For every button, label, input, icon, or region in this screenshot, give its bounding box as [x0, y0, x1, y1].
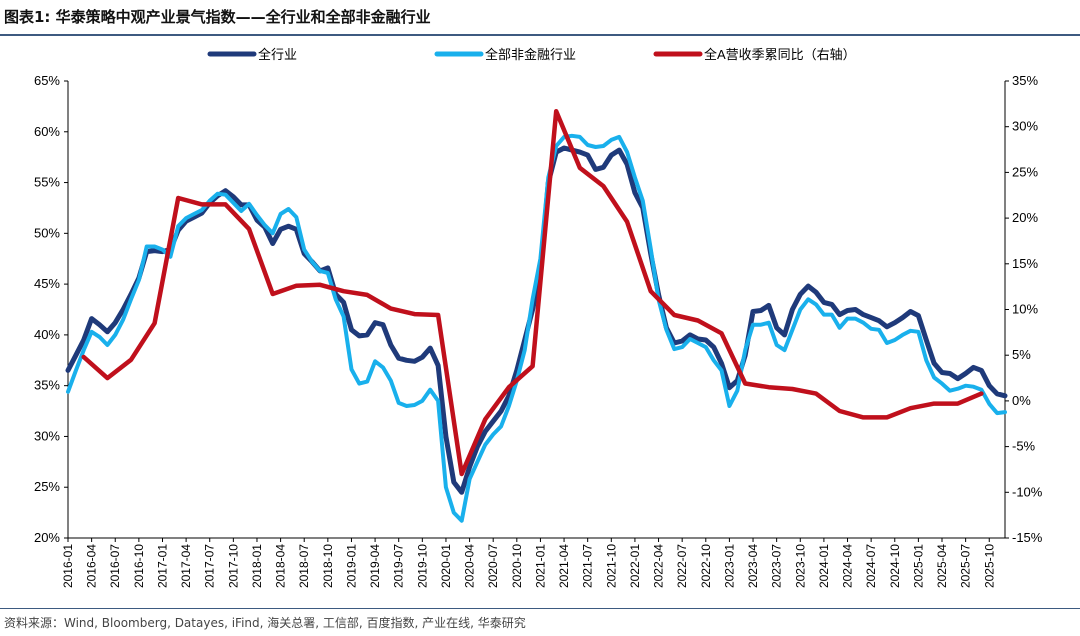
x-tick-label: 2025-04 [935, 544, 949, 588]
right-tick-label: 20% [1012, 210, 1038, 225]
left-tick-label: 30% [34, 428, 60, 443]
right-tick-label: 35% [1012, 73, 1038, 88]
legend-label-2: 全部非金融行业 [485, 47, 576, 62]
x-tick-label: 2022-04 [652, 544, 666, 588]
x-tick-label: 2016-04 [85, 544, 99, 588]
series-line-1 [65, 145, 1008, 495]
series-line-2 [66, 133, 1007, 523]
x-tick-label: 2024-07 [864, 544, 878, 588]
right-tick-label: 5% [1012, 347, 1031, 362]
right-tick-label: 30% [1012, 119, 1038, 134]
left-tick-label: 35% [34, 378, 60, 393]
x-tick-label: 2017-10 [226, 544, 240, 588]
line-chart: 20% 25% 30% 35% 40% 45% 50% 55% 60% 65% -15% -10% -5… [34, 47, 1043, 588]
x-tick-label: 2021-07 [581, 544, 595, 588]
right-tick-label: 25% [1012, 164, 1038, 179]
x-tick-label: 2019-10 [415, 544, 429, 588]
x-tick-label: 2016-07 [108, 544, 122, 588]
x-tick-label: 2020-04 [463, 544, 477, 588]
right-tick-label: 0% [1012, 393, 1031, 408]
x-tick-label: 2023-07 [770, 544, 784, 588]
source-note: 资料来源：Wind, Bloomberg, Datayes, iFind, 海关… [4, 616, 526, 630]
x-tick-label: 2025-07 [959, 544, 973, 588]
left-tick-label: 20% [34, 530, 60, 545]
page-title: 图表1: 华泰策略中观产业景气指数——全行业和全部非金融行业 [4, 8, 431, 26]
right-tick-label: -5% [1012, 439, 1036, 454]
x-tick-label: 2020-10 [510, 544, 524, 588]
x-tick-label: 2024-04 [841, 544, 855, 588]
x-tick-label: 2023-10 [793, 544, 807, 588]
x-tick-label: 2023-01 [722, 544, 736, 588]
x-tick-label: 2024-10 [888, 544, 902, 588]
left-tick-label: 50% [34, 225, 60, 240]
x-tick-label: 2020-07 [486, 544, 500, 588]
left-tick-label: 45% [34, 276, 60, 291]
x-tick-label: 2022-10 [699, 544, 713, 588]
x-tick-label: 2024-01 [817, 544, 831, 588]
series-line-3 [81, 108, 984, 477]
x-tick-label: 2025-01 [911, 544, 925, 588]
x-tick-label: 2019-01 [344, 544, 358, 588]
x-tick-label: 2021-04 [557, 544, 571, 588]
left-tick-label: 60% [34, 124, 60, 139]
x-tick-label: 2020-01 [439, 544, 453, 588]
x-tick-label: 2022-07 [675, 544, 689, 588]
x-tick-label: 2016-10 [132, 544, 146, 588]
right-tick-label: -10% [1012, 484, 1043, 499]
x-tick-label: 2018-04 [274, 544, 288, 588]
source-divider [0, 608, 1080, 609]
left-tick-label: 65% [34, 73, 60, 88]
legend-label-1: 全行业 [258, 47, 297, 62]
x-tick-label: 2016-01 [61, 544, 75, 588]
x-tick-label: 2017-01 [155, 544, 169, 588]
right-tick-label: 10% [1012, 302, 1038, 317]
right-tick-label: 15% [1012, 256, 1038, 271]
x-tick-label: 2018-07 [297, 544, 311, 588]
title-divider [0, 34, 1080, 36]
right-tick-label: -15% [1012, 530, 1043, 545]
x-tick-label: 2021-01 [533, 544, 547, 588]
x-tick-label: 2023-04 [746, 544, 760, 588]
left-tick-label: 25% [34, 479, 60, 494]
x-tick-label: 2019-04 [368, 544, 382, 588]
x-tick-label: 2017-04 [179, 544, 193, 588]
x-tick-label: 2019-07 [392, 544, 406, 588]
left-tick-label: 55% [34, 175, 60, 190]
x-tick-label: 2018-10 [321, 544, 335, 588]
x-tick-label: 2021-10 [604, 544, 618, 588]
x-tick-label: 2018-01 [250, 544, 264, 588]
x-tick-label: 2022-01 [628, 544, 642, 588]
x-tick-label: 2017-07 [203, 544, 217, 588]
title-bar: 图表1: 华泰策略中观产业景气指数——全行业和全部非金融行业 [0, 0, 1080, 36]
left-tick-label: 40% [34, 327, 60, 342]
legend-label-3: 全A营收季累同比（右轴） [704, 47, 856, 62]
x-tick-label: 2025-10 [982, 544, 996, 588]
